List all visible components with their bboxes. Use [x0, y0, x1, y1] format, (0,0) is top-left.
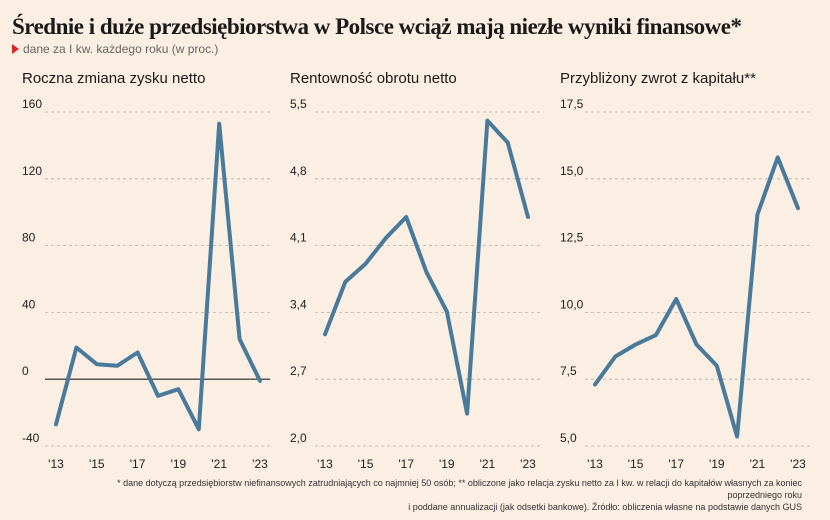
- x-tick-label: '23: [520, 457, 536, 471]
- y-tick-label: -40: [22, 431, 40, 445]
- x-tick-label: '17: [398, 457, 414, 471]
- footnote-line-1: * dane dotyczą przedsiębiorstw niefinans…: [117, 478, 802, 500]
- series-line: [593, 155, 800, 439]
- series-line: [54, 121, 262, 432]
- y-tick-label: 80: [22, 231, 36, 245]
- x-tick-label: '13: [48, 457, 64, 471]
- y-tick-label: 4,8: [290, 164, 307, 178]
- footnote: * dane dotyczą przedsiębiorstw niefinans…: [62, 477, 802, 513]
- chart-subtitle: dane za I kw. każdego roku (w proc.): [12, 42, 218, 56]
- x-tick-label: '19: [439, 457, 455, 471]
- y-tick-label: 7,5: [560, 364, 577, 378]
- x-tick-label: '21: [750, 457, 766, 471]
- panel-title-net-margin: Rentowność obrotu netto: [290, 70, 457, 87]
- y-tick-label: 15,0: [560, 164, 584, 178]
- x-tick-label: '23: [790, 457, 806, 471]
- y-tick-label: 17,5: [560, 97, 584, 111]
- x-tick-label: '17: [668, 457, 684, 471]
- subtitle-text: dane za I kw. każdego roku (w proc.): [23, 42, 219, 56]
- x-tick-label: '23: [252, 457, 268, 471]
- x-tick-label: '21: [211, 457, 227, 471]
- x-tick-label: '13: [317, 457, 333, 471]
- x-tick-label: '15: [89, 457, 105, 471]
- y-tick-label: 10,0: [560, 297, 584, 311]
- y-tick-label: 5,0: [560, 431, 577, 445]
- x-tick-label: '17: [130, 457, 146, 471]
- y-tick-label: 120: [22, 164, 42, 178]
- x-tick-label: '21: [480, 457, 496, 471]
- panel-title-profit-change: Roczna zmiana zysku netto: [22, 70, 206, 87]
- x-tick-label: '15: [358, 457, 374, 471]
- x-tick-label: '19: [709, 457, 725, 471]
- x-tick-label: '13: [587, 457, 603, 471]
- footnote-line-2: i poddane annualizacji (jak odsetki bank…: [408, 502, 802, 512]
- y-tick-label: 2,0: [290, 431, 307, 445]
- series-line: [323, 118, 530, 416]
- chart-title: Średnie i duże przedsiębiorstwa w Polsce…: [12, 14, 742, 39]
- x-tick-label: '15: [628, 457, 644, 471]
- y-tick-label: 2,7: [290, 364, 307, 378]
- x-tick-label: '19: [171, 457, 187, 471]
- y-tick-label: 40: [22, 297, 36, 311]
- panel-title-roe: Przybliżony zwrot z kapitału**: [560, 70, 756, 87]
- y-tick-label: 160: [22, 97, 42, 111]
- y-tick-label: 4,1: [290, 231, 307, 245]
- y-tick-label: 0: [22, 364, 29, 378]
- y-tick-label: 12,5: [560, 231, 584, 245]
- red-triangle-icon: [12, 44, 19, 54]
- y-tick-label: 5,5: [290, 97, 307, 111]
- y-tick-label: 3,4: [290, 297, 307, 311]
